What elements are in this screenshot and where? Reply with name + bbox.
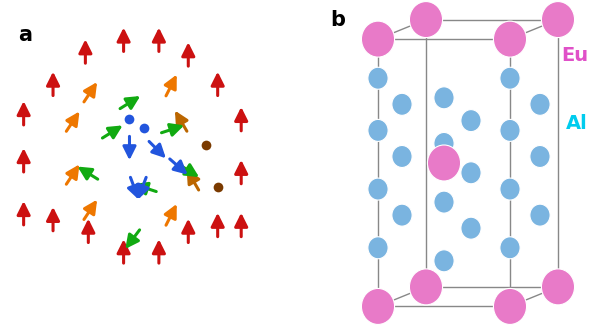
Circle shape	[500, 178, 520, 200]
Circle shape	[368, 119, 388, 141]
Circle shape	[434, 250, 454, 272]
Text: b: b	[330, 10, 345, 30]
Circle shape	[392, 93, 412, 115]
Circle shape	[368, 178, 388, 200]
Text: Al: Al	[566, 114, 588, 133]
Circle shape	[461, 110, 481, 132]
Circle shape	[361, 21, 395, 57]
Text: a: a	[18, 25, 32, 45]
Circle shape	[361, 289, 395, 324]
Circle shape	[500, 67, 520, 89]
Circle shape	[409, 2, 443, 37]
Circle shape	[541, 269, 575, 305]
Circle shape	[409, 269, 443, 305]
Circle shape	[434, 87, 454, 109]
Circle shape	[392, 145, 412, 168]
Circle shape	[530, 145, 550, 168]
Circle shape	[493, 289, 527, 324]
Text: Eu: Eu	[561, 46, 588, 65]
Circle shape	[434, 191, 454, 213]
Circle shape	[434, 132, 454, 155]
Circle shape	[530, 204, 550, 226]
Circle shape	[461, 217, 481, 239]
Circle shape	[368, 67, 388, 89]
Circle shape	[368, 237, 388, 259]
Circle shape	[530, 93, 550, 115]
Circle shape	[392, 204, 412, 226]
Circle shape	[461, 162, 481, 184]
Circle shape	[427, 145, 461, 181]
Circle shape	[500, 237, 520, 259]
Circle shape	[541, 2, 575, 37]
Circle shape	[500, 119, 520, 141]
Circle shape	[493, 21, 527, 57]
